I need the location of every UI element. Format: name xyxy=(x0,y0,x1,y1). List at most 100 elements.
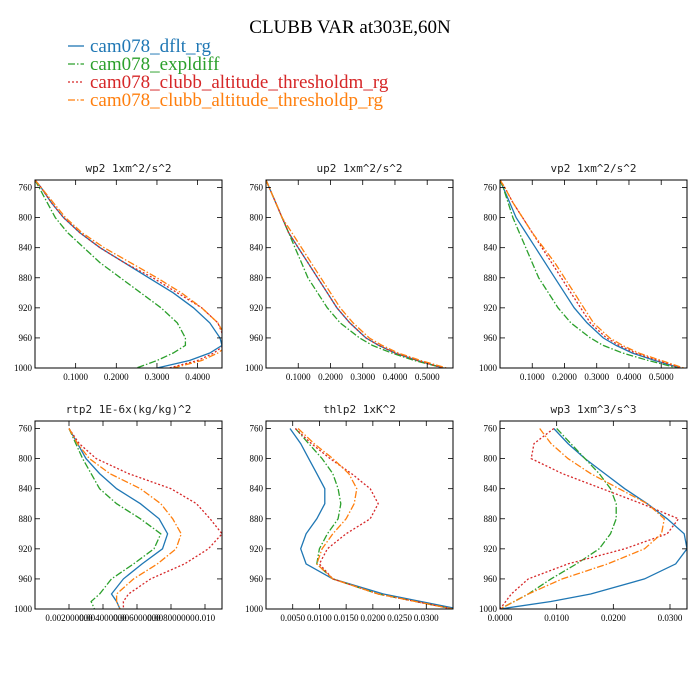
y-tick-label: 1000 xyxy=(14,363,33,373)
y-tick-label: 880 xyxy=(19,514,33,524)
y-tick-label: 880 xyxy=(484,514,498,524)
chart-panel: rtp2 1E-6x(kg/kg)^2 760 800 840 880 920 960 100… xyxy=(14,403,223,623)
x-tick-label: 0.1000 xyxy=(520,372,545,382)
chart-panel: wp3 1xm^3/s^3 760 800 840 880 920 960 10000.000… xyxy=(479,403,688,623)
series-line xyxy=(266,180,447,368)
x-tick-label: 0.0200 xyxy=(360,613,385,623)
series-line xyxy=(500,428,687,609)
legend-item: cam078_dflt_rg xyxy=(68,36,212,57)
legend-label: cam078_expldiff xyxy=(90,54,220,75)
plot-frame xyxy=(34,179,223,369)
series-line xyxy=(289,428,453,609)
y-tick-label: 760 xyxy=(250,424,264,434)
x-tick-label: 0.0100 xyxy=(544,613,569,623)
y-tick-label: 760 xyxy=(484,183,498,193)
x-tick-label: 0.2000 xyxy=(552,372,577,382)
x-tick-label: 0.3000 xyxy=(145,372,170,382)
panel-title: up2 1xm^2/s^2 xyxy=(316,162,402,175)
series-line xyxy=(500,180,678,368)
x-tick-label: 0.008000000 xyxy=(147,613,195,623)
x-tick-label: 0.0300 xyxy=(658,613,683,623)
y-tick-label: 880 xyxy=(19,273,33,283)
plot-frame xyxy=(34,420,223,610)
y-tick-label: 760 xyxy=(19,424,33,434)
legend: cam078_dflt_rgcam078_expldiffcam078_club… xyxy=(68,36,389,111)
x-tick-label: 0.5000 xyxy=(415,372,440,382)
x-tick-label: 0.002000000 xyxy=(45,613,93,623)
series-line xyxy=(297,428,453,609)
plot-frame xyxy=(499,179,688,369)
panels: wp2 1xm^2/s^2 760 800 840 880 920 960 1000 0.100… xyxy=(14,162,688,623)
y-tick-label: 840 xyxy=(484,243,498,253)
x-tick-label: 0.1000 xyxy=(63,372,88,382)
x-tick-label: 0.006000000 xyxy=(113,613,161,623)
legend-item: cam078_clubb_altitude_thresholdm_rg xyxy=(68,72,389,93)
y-tick-label: 920 xyxy=(19,544,33,554)
panel-title: vp2 1xm^2/s^2 xyxy=(550,162,636,175)
plot-frame xyxy=(265,179,454,369)
y-tick-label: 800 xyxy=(19,213,33,223)
plot-frame xyxy=(499,420,688,610)
y-tick-label: 760 xyxy=(19,183,33,193)
legend-label: cam078_dflt_rg xyxy=(90,36,212,57)
x-tick-label: 0.2000 xyxy=(318,372,343,382)
y-tick-label: 800 xyxy=(250,213,264,223)
chart-panel: wp2 1xm^2/s^2 760 800 840 880 920 960 1000 0.100… xyxy=(14,162,223,382)
x-tick-label: 0.0000 xyxy=(488,613,513,623)
y-tick-label: 920 xyxy=(484,303,498,313)
series-line xyxy=(35,180,187,368)
series-line xyxy=(35,180,222,368)
series-line xyxy=(35,180,222,368)
x-tick-label: 0.0200 xyxy=(601,613,626,623)
panel-title: wp2 1xm^2/s^2 xyxy=(85,162,171,175)
series-line xyxy=(500,180,681,368)
y-tick-label: 920 xyxy=(484,544,498,554)
y-tick-label: 880 xyxy=(484,273,498,283)
y-tick-label: 840 xyxy=(250,243,264,253)
y-tick-label: 960 xyxy=(484,333,498,343)
figure-title: CLUBB VAR at303E,60N xyxy=(249,17,451,38)
y-tick-label: 760 xyxy=(250,183,264,193)
y-tick-label: 800 xyxy=(484,213,498,223)
series-line xyxy=(294,428,453,609)
plot-frame xyxy=(265,420,454,610)
x-tick-label: 0.3000 xyxy=(350,372,375,382)
legend-label: cam078_clubb_altitude_thresholdm_rg xyxy=(90,72,389,93)
x-tick-label: 0.2000 xyxy=(104,372,129,382)
y-tick-label: 840 xyxy=(19,484,33,494)
x-tick-label: 0.0050 xyxy=(280,613,305,623)
y-tick-label: 960 xyxy=(250,574,264,584)
y-tick-label: 1000 xyxy=(479,363,498,373)
x-tick-label: 0.0100 xyxy=(307,613,332,623)
series-line xyxy=(500,180,685,368)
series-line xyxy=(500,180,681,368)
y-tick-label: 840 xyxy=(484,484,498,494)
legend-item: cam078_expldiff xyxy=(68,54,220,75)
series-line xyxy=(500,428,617,609)
panel-title: thlp2 1xK^2 xyxy=(323,403,396,416)
x-tick-label: 0.1000 xyxy=(286,372,311,382)
legend-item: cam078_clubb_altitude_thresholdp_rg xyxy=(68,90,384,111)
series-line xyxy=(68,428,162,609)
series-line xyxy=(500,427,680,609)
series-line xyxy=(266,180,444,368)
chart-panel: vp2 1xm^2/s^2 760 800 840 880 920 960 1000 0.100… xyxy=(479,162,688,382)
y-tick-label: 800 xyxy=(250,454,264,464)
x-tick-label: 0.3000 xyxy=(584,372,609,382)
x-tick-label: 0.5000 xyxy=(649,372,674,382)
series-line xyxy=(68,428,222,609)
y-tick-label: 800 xyxy=(484,454,498,464)
x-tick-label: 0.0250 xyxy=(387,613,412,623)
y-tick-label: 960 xyxy=(19,333,33,343)
panel-title: wp3 1xm^3/s^3 xyxy=(550,403,636,416)
x-tick-label: 0.4000 xyxy=(185,372,210,382)
y-tick-label: 960 xyxy=(19,574,33,584)
legend-label: cam078_clubb_altitude_thresholdp_rg xyxy=(90,90,384,111)
y-tick-label: 880 xyxy=(250,514,264,524)
y-tick-label: 920 xyxy=(19,303,33,313)
y-tick-label: 1000 xyxy=(245,363,264,373)
y-tick-label: 800 xyxy=(19,454,33,464)
y-tick-label: 760 xyxy=(484,424,498,434)
y-tick-label: 920 xyxy=(250,544,264,554)
